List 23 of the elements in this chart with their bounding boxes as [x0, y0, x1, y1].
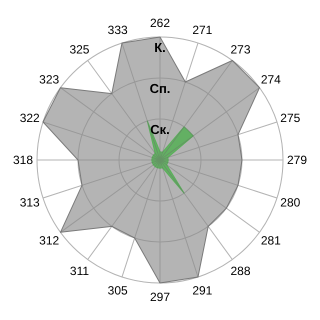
- spoke-label: 275: [280, 110, 301, 125]
- y-tick-label: Сп.: [150, 81, 170, 96]
- spoke-label: 305: [108, 283, 128, 298]
- spoke-label: 313: [20, 196, 40, 210]
- spoke-label: 281: [260, 234, 282, 248]
- spoke-label: 291: [192, 283, 213, 298]
- spoke-label: 312: [39, 234, 60, 248]
- spoke-label: 273: [230, 42, 251, 56]
- spoke-label: 325: [69, 42, 90, 56]
- spoke-label: 262: [150, 16, 170, 30]
- spoke-label: 271: [192, 22, 213, 37]
- spoke-label: 288: [230, 264, 251, 278]
- spoke-label: 323: [39, 72, 60, 87]
- spoke-label: 280: [280, 196, 301, 210]
- spoke-label: 279: [286, 153, 308, 168]
- y-tick-label: Ск.: [150, 122, 170, 137]
- spoke-label: 333: [108, 22, 128, 37]
- spoke-label: 318: [12, 153, 34, 168]
- spoke-label: 297: [150, 290, 170, 304]
- y-tick-label: К.: [154, 40, 166, 55]
- spoke-label: 274: [260, 72, 282, 87]
- spoke-label: 322: [20, 110, 40, 125]
- spoke-label: 311: [70, 264, 90, 278]
